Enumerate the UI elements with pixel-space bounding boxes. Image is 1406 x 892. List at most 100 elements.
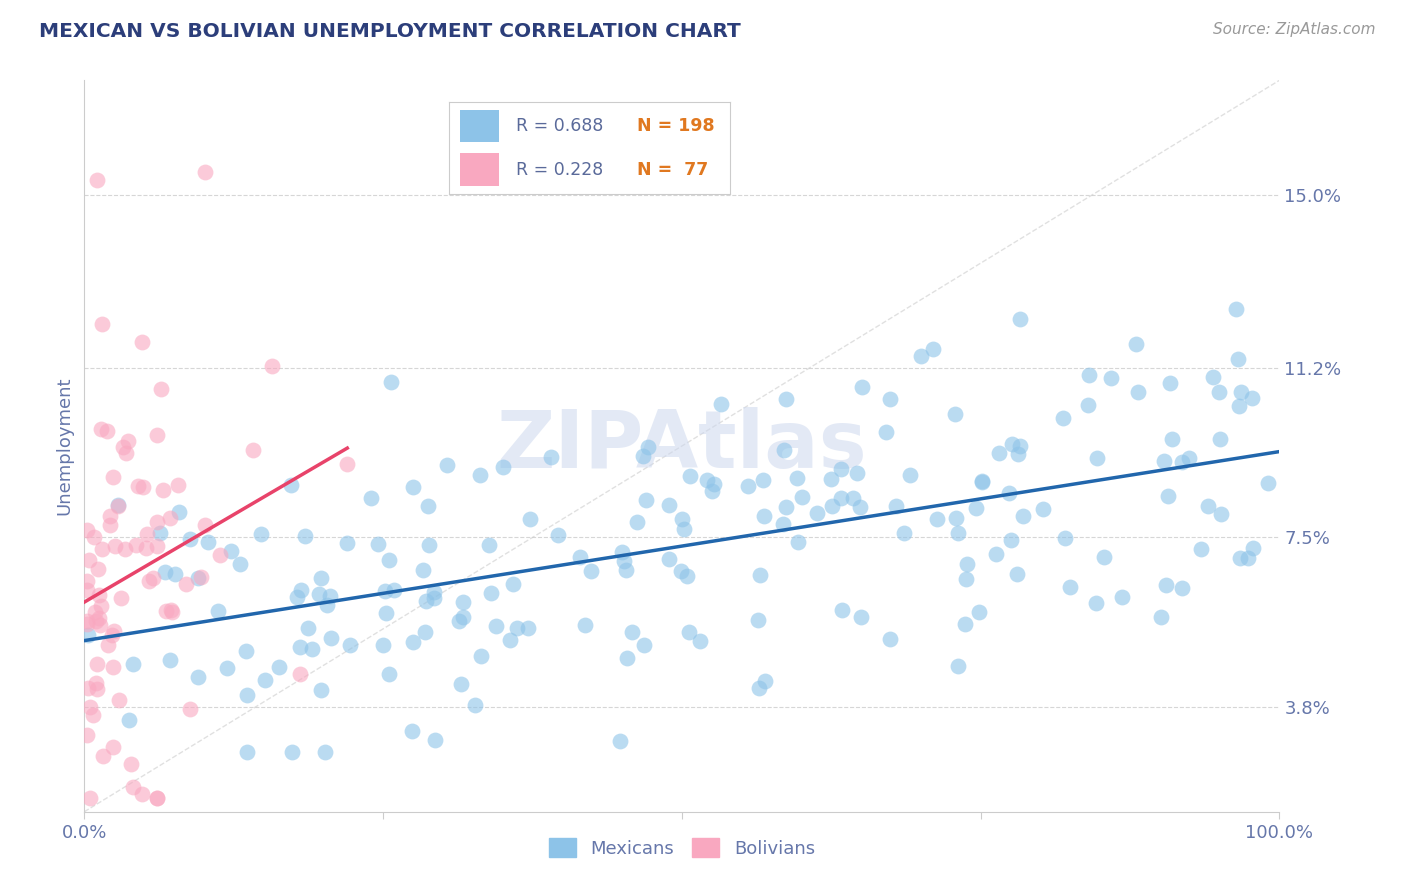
- Mexicans: [1240, 391, 1263, 405]
- Mexicans: [1010, 439, 1032, 453]
- Mexicans: [470, 648, 492, 663]
- Mexicans: [1225, 302, 1247, 317]
- Bolivians: [86, 676, 108, 690]
- Mexicans: [752, 473, 775, 487]
- Mexicans: [519, 511, 541, 525]
- Mexicans: [540, 450, 562, 464]
- Mexicans: [754, 673, 776, 688]
- Bolivians: [86, 172, 108, 186]
- Bolivians: [87, 562, 110, 576]
- Bolivians: [179, 702, 201, 716]
- Bolivians: [83, 530, 105, 544]
- Mexicans: [673, 522, 696, 536]
- Mexicans: [773, 442, 796, 457]
- Bolivians: [82, 708, 104, 723]
- Mexicans: [217, 661, 239, 675]
- Bolivians: [87, 588, 110, 602]
- Mexicans: [1099, 371, 1122, 385]
- Bolivians: [142, 572, 165, 586]
- Mexicans: [179, 532, 201, 546]
- Mexicans: [970, 475, 993, 489]
- Bolivians: [159, 511, 181, 525]
- Mexicans: [671, 564, 693, 578]
- Bolivians: [83, 605, 105, 619]
- Bolivians: [79, 791, 101, 805]
- Bolivians: [150, 382, 173, 396]
- Mexicans: [988, 446, 1011, 460]
- Mexicans: [367, 537, 389, 551]
- Mexicans: [491, 460, 513, 475]
- Mexicans: [380, 376, 402, 390]
- Mexicans: [309, 682, 332, 697]
- Mexicans: [703, 476, 725, 491]
- Bolivians: [86, 681, 108, 696]
- Mexicans: [187, 571, 209, 585]
- Mexicans: [616, 651, 638, 665]
- Bolivians: [127, 479, 149, 493]
- Mexicans: [922, 342, 945, 356]
- Mexicans: [675, 569, 697, 583]
- Mexicans: [499, 632, 522, 647]
- Mexicans: [484, 619, 506, 633]
- Mexicans: [280, 478, 302, 492]
- Mexicans: [423, 733, 446, 747]
- Mexicans: [893, 525, 915, 540]
- Mexicans: [710, 397, 733, 411]
- Mexicans: [1209, 507, 1232, 521]
- Mexicans: [1160, 432, 1182, 446]
- Mexicans: [626, 515, 648, 529]
- Bolivians: [190, 570, 212, 584]
- Mexicans: [1150, 609, 1173, 624]
- Mexicans: [373, 638, 395, 652]
- Mexicans: [875, 425, 897, 439]
- Bolivians: [90, 422, 112, 436]
- Mexicans: [613, 554, 636, 568]
- Bolivians: [260, 359, 283, 373]
- Bolivians: [117, 434, 139, 449]
- Bolivians: [91, 542, 114, 557]
- Text: Source: ZipAtlas.com: Source: ZipAtlas.com: [1212, 22, 1375, 37]
- Bolivians: [84, 615, 107, 629]
- Mexicans: [155, 566, 177, 580]
- Mexicans: [269, 660, 291, 674]
- Mexicans: [1236, 551, 1258, 566]
- Mexicans: [830, 491, 852, 505]
- Mexicans: [737, 479, 759, 493]
- Bolivians: [86, 657, 108, 671]
- Mexicans: [972, 474, 994, 488]
- Mexicans: [506, 621, 529, 635]
- Bolivians: [91, 317, 114, 331]
- Bolivians: [103, 470, 125, 484]
- Bolivians: [91, 748, 114, 763]
- Mexicans: [451, 609, 474, 624]
- Mexicans: [849, 610, 872, 624]
- Mexicans: [884, 499, 907, 513]
- Mexicans: [418, 499, 440, 513]
- Mexicans: [842, 491, 865, 505]
- Mexicans: [236, 688, 259, 702]
- Mexicans: [821, 499, 844, 513]
- Mexicans: [749, 568, 772, 582]
- Mexicans: [609, 733, 631, 747]
- Mexicans: [1257, 476, 1279, 491]
- Bolivians: [160, 602, 183, 616]
- Mexicans: [288, 640, 311, 654]
- Mexicans: [294, 528, 316, 542]
- Mexicans: [318, 589, 340, 603]
- Mexicans: [786, 470, 808, 484]
- Mexicans: [378, 553, 401, 567]
- Bolivians: [76, 583, 98, 598]
- Mexicans: [229, 557, 252, 571]
- Bolivians: [77, 553, 100, 567]
- Mexicans: [696, 473, 718, 487]
- Bolivians: [96, 424, 118, 438]
- Mexicans: [898, 468, 921, 483]
- Mexicans: [1208, 384, 1230, 399]
- Mexicans: [700, 483, 723, 498]
- Mexicans: [517, 621, 540, 635]
- Mexicans: [658, 498, 681, 512]
- Bolivians: [336, 458, 359, 472]
- Bolivians: [146, 791, 169, 805]
- Mexicans: [374, 584, 396, 599]
- Mexicans: [1171, 581, 1194, 595]
